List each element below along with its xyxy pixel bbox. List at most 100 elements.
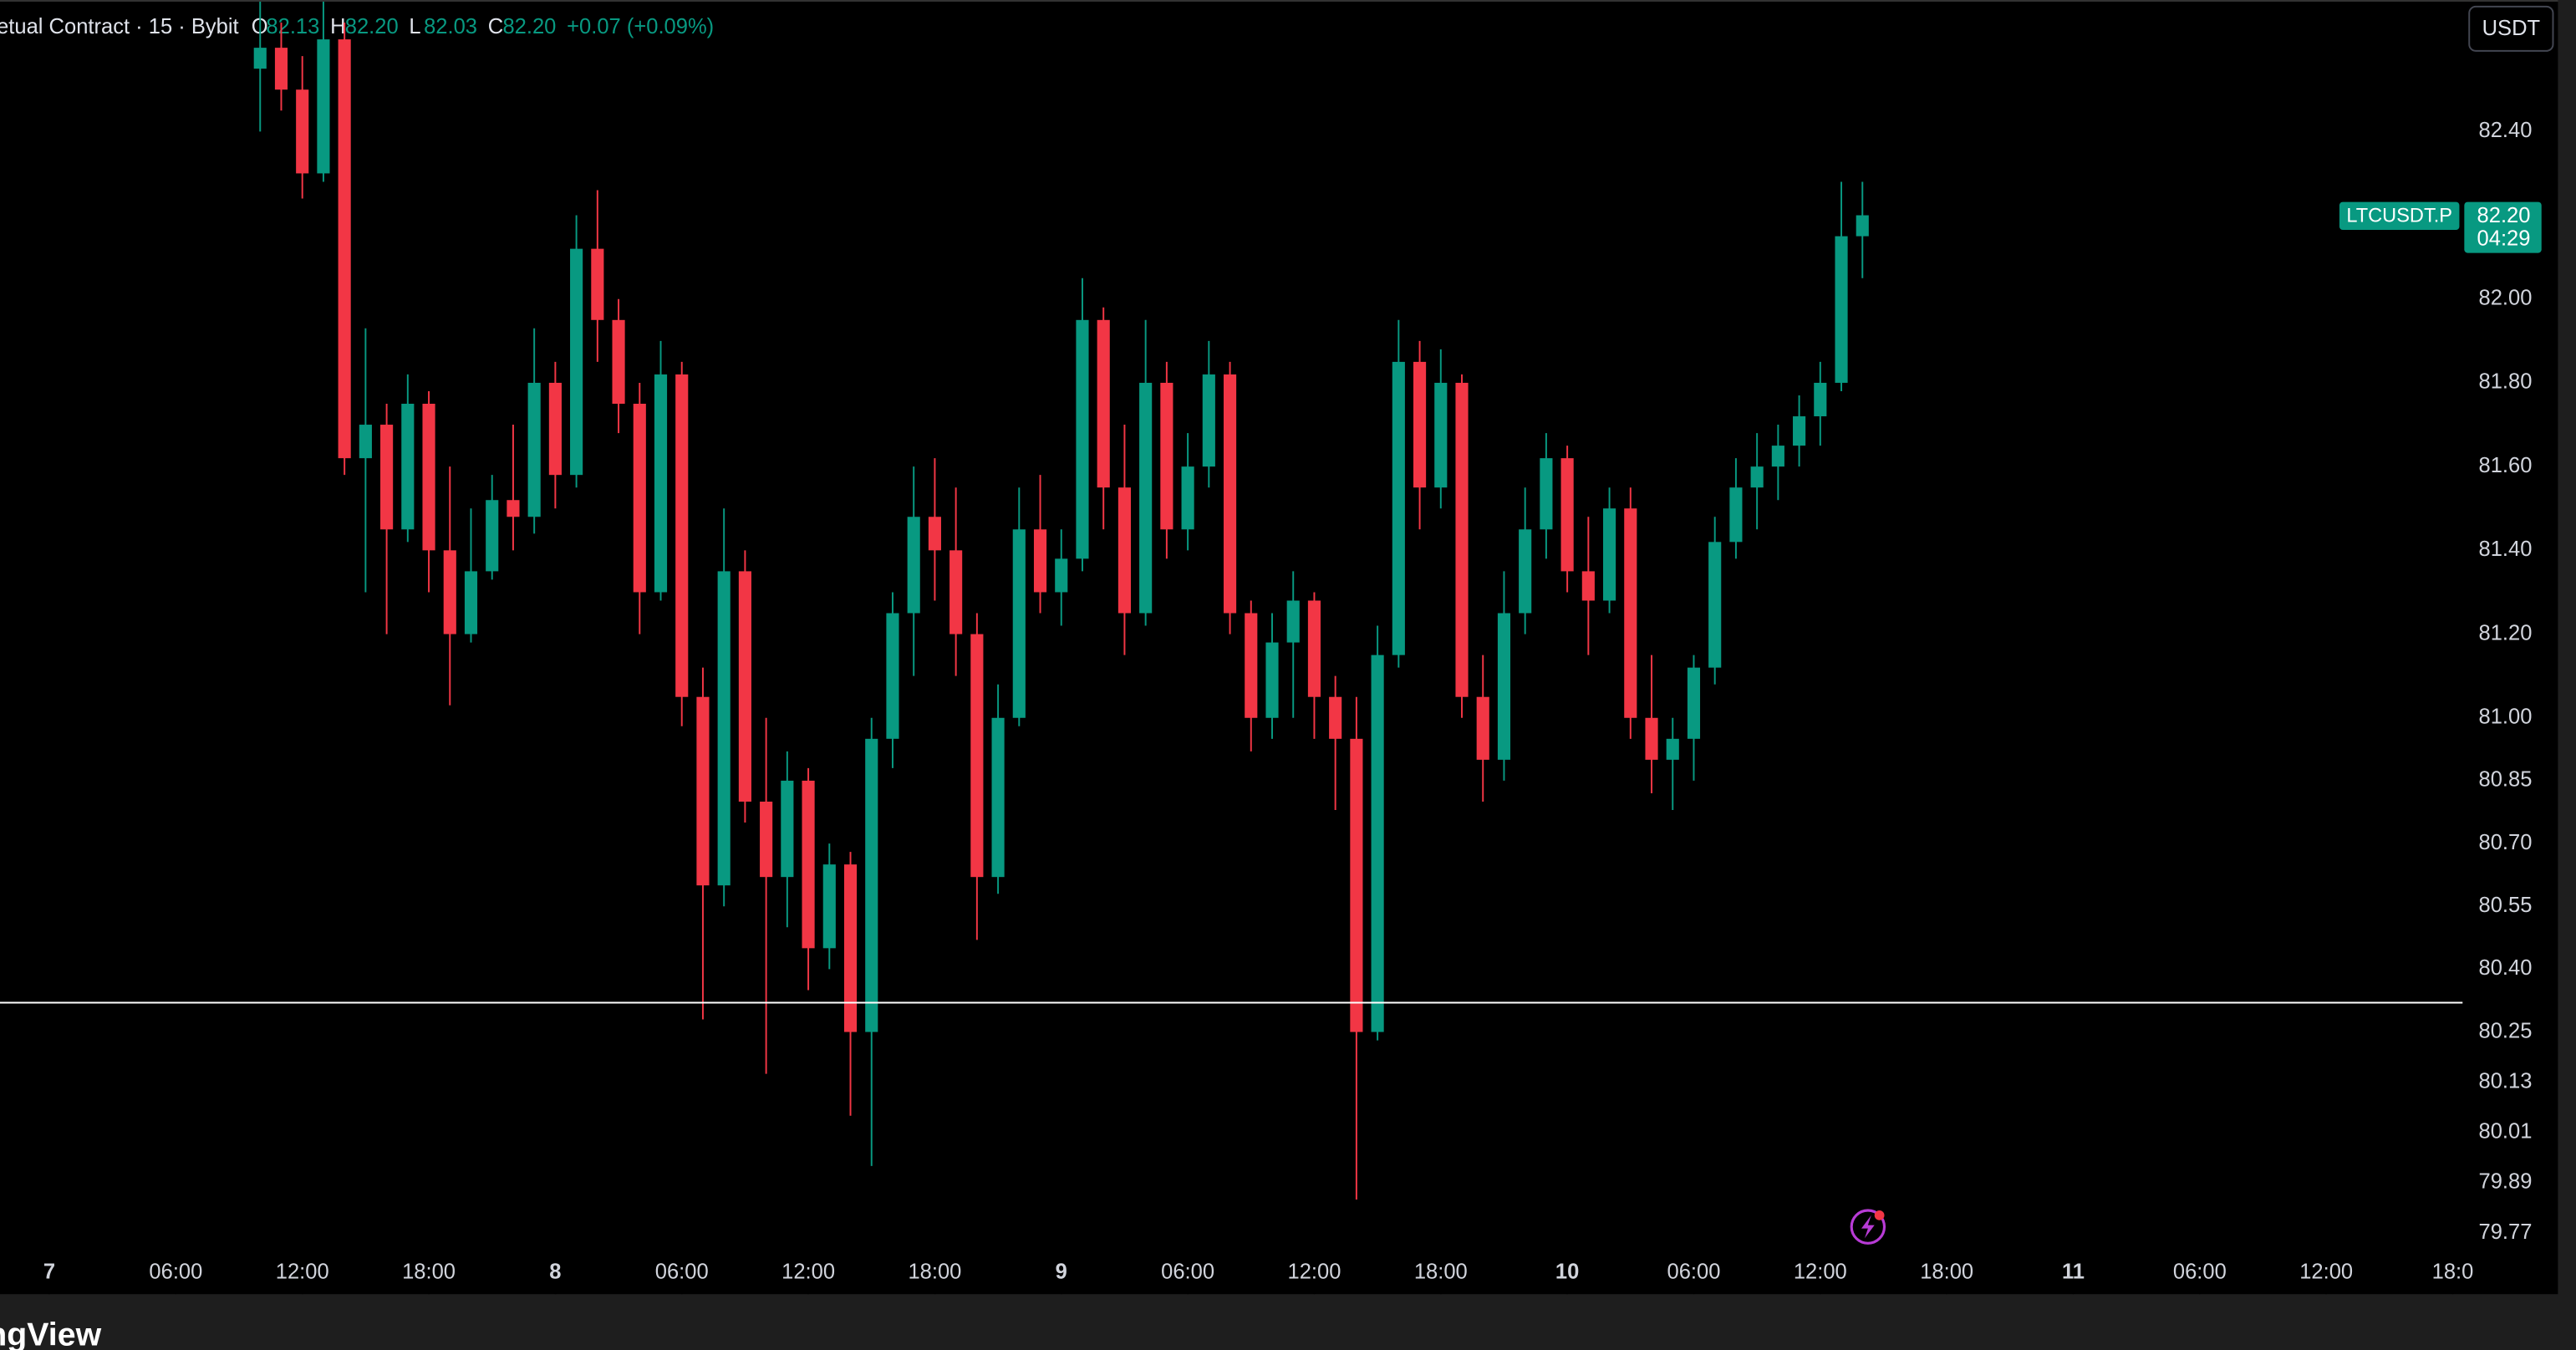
candle-body <box>970 634 984 878</box>
candle-body <box>843 864 858 1032</box>
candle-body <box>928 517 941 551</box>
candle-body <box>1771 446 1784 467</box>
plot-area <box>0 2 2463 1200</box>
candle-body <box>296 89 309 174</box>
candle-body <box>1793 416 1806 446</box>
candle-body <box>1160 382 1173 530</box>
x-tick-label: 06:00 <box>1667 1260 1721 1283</box>
candle-body <box>1286 600 1300 643</box>
candle-body <box>1033 529 1047 593</box>
currency-button-label[interactable]: USDT <box>2482 17 2541 40</box>
alert-icon-dot[interactable] <box>1874 1210 1885 1220</box>
alert-icon-ring[interactable] <box>1850 1209 1886 1245</box>
candle-body <box>1392 361 1405 655</box>
candle-body <box>1540 458 1553 530</box>
x-tick-label: 12:00 <box>1287 1260 1341 1283</box>
symbol-info: etual Contract · 15 · Bybit <box>0 15 239 38</box>
candle-body <box>1497 613 1511 760</box>
candle-body <box>1181 466 1194 530</box>
x-tick-label: 9 <box>1056 1260 1067 1283</box>
candle-body <box>422 403 435 551</box>
candle-body <box>1729 487 1743 543</box>
candle-body <box>570 248 583 476</box>
y-tick-label: 80.70 <box>2479 831 2533 854</box>
x-tick-label: 18:0 <box>2432 1260 2474 1283</box>
y-tick-label: 79.89 <box>2479 1170 2533 1194</box>
y-tick-label: 82.00 <box>2479 286 2533 309</box>
y-tick-label: 81.00 <box>2479 706 2533 729</box>
x-tick-label: 18:00 <box>1414 1260 1468 1283</box>
y-tick-label: 80.40 <box>2479 956 2533 980</box>
x-tick-label: 8 <box>549 1260 561 1283</box>
x-tick-label: 06:00 <box>1161 1260 1214 1283</box>
candle-body <box>507 500 520 517</box>
candle-body <box>1371 655 1384 1032</box>
candle-body <box>1581 571 1595 601</box>
candle-body <box>1835 236 1848 383</box>
candle-body <box>401 403 415 530</box>
candle-body <box>1076 319 1089 559</box>
candle-body <box>1856 215 1869 237</box>
candle-body <box>1687 667 1701 739</box>
candle-body <box>317 39 330 174</box>
legend-key: H <box>330 15 345 38</box>
x-tick-label: 12:00 <box>276 1260 329 1283</box>
y-tick-label: 81.80 <box>2479 370 2533 394</box>
legend-value: 82.20 <box>502 15 556 38</box>
y-tick-label: 81.40 <box>2479 537 2533 561</box>
y-tick-label: 81.20 <box>2479 621 2533 644</box>
y-tick-label: 80.01 <box>2479 1120 2533 1144</box>
price-tag-price: 82.20 <box>2477 204 2531 227</box>
y-tick-label: 80.55 <box>2479 894 2533 917</box>
candle-body <box>654 374 668 593</box>
candle-body <box>1202 374 1215 467</box>
x-tick-label: 06:00 <box>149 1260 202 1283</box>
x-tick-label: 06:00 <box>655 1260 709 1283</box>
y-tick-label: 81.60 <box>2479 454 2533 477</box>
candle-body <box>443 550 456 634</box>
candle-body <box>548 382 562 476</box>
candle-body <box>1012 529 1026 718</box>
candle-body <box>591 248 604 320</box>
candle-body <box>274 48 288 90</box>
currency-button[interactable] <box>2468 5 2554 52</box>
candle-body <box>486 500 499 572</box>
symbol-tag-label: LTCUSDT.P <box>2346 205 2452 227</box>
candle-body <box>1560 458 1574 572</box>
x-tick-label: 12:00 <box>1794 1260 1847 1283</box>
candle-body <box>949 550 963 634</box>
legend-key: L <box>409 15 420 38</box>
candle-body <box>907 517 920 614</box>
alert-icon-bolt[interactable] <box>1861 1215 1875 1239</box>
x-tick-label: 10 <box>1555 1260 1579 1283</box>
watermark: ngView <box>0 1317 102 1350</box>
candle-body <box>1519 529 1532 614</box>
legend-value: 82.20 <box>345 15 399 38</box>
y-tick-label: 79.77 <box>2479 1220 2533 1244</box>
candle-body <box>1666 738 1679 760</box>
alert-icon[interactable] <box>1850 1209 1886 1245</box>
legend-value: 82.13 <box>266 15 319 38</box>
candle-body <box>1413 361 1427 488</box>
y-tick-label: 80.25 <box>2479 1019 2533 1042</box>
footer-bar <box>0 1294 2576 1350</box>
candle-body <box>717 571 731 886</box>
candle-body <box>380 425 394 530</box>
candle-body <box>359 425 372 459</box>
candle-body <box>527 382 541 517</box>
candle-body <box>822 864 836 949</box>
axes: 82.40 82.00 81.80 81.60 81.40 81.20 81.00 80.85… <box>43 119 2533 1295</box>
candle-body <box>1097 319 1110 488</box>
candle-body <box>1329 696 1342 739</box>
x-tick-label: 06:00 <box>2173 1260 2227 1283</box>
x-tick-label: 18:00 <box>402 1260 456 1283</box>
candle-body <box>1434 382 1448 488</box>
candle-body <box>1645 717 1658 760</box>
price-tag <box>2464 201 2542 253</box>
symbol-tag <box>2339 201 2460 231</box>
candle-body <box>633 403 646 593</box>
candle-body <box>1814 382 1827 417</box>
candle-body <box>696 696 710 886</box>
